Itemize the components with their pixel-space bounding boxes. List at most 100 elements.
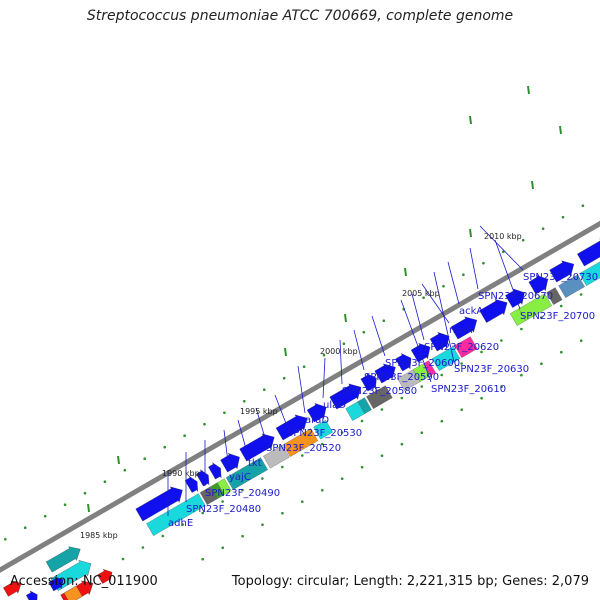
gene-label-leader	[371, 315, 386, 357]
major-tick	[117, 455, 120, 465]
gene-block	[357, 397, 372, 414]
tick-dot	[263, 388, 266, 392]
tick-dot	[380, 408, 384, 411]
tick-dot	[540, 316, 543, 319]
gene-block	[431, 346, 461, 371]
gene-label: SPN23F_20730	[523, 272, 598, 283]
tick-dot	[221, 546, 224, 549]
gene-label-leader	[433, 271, 455, 363]
tick-dot	[579, 293, 583, 296]
gene-label-leader	[400, 299, 432, 383]
tick-dot	[203, 422, 206, 426]
major-tick	[87, 503, 90, 513]
gene-arrow-forward	[208, 462, 222, 480]
gene-label: rnpA	[449, 325, 473, 336]
major-tick	[344, 313, 347, 323]
gene-label-leader	[353, 329, 365, 371]
tick-dot	[382, 319, 386, 323]
gene-label: SPN23F_20630	[454, 364, 529, 375]
gene-label: SPN23F_20700	[520, 311, 595, 322]
tick-dot	[143, 457, 146, 461]
tick-dot	[241, 488, 244, 492]
genome-summary-text: Topology: circular; Length: 2,221,315 bp…	[231, 574, 589, 589]
gene-label-leader	[421, 283, 450, 324]
tick-dot	[380, 454, 384, 458]
tick-dot	[480, 350, 483, 354]
tick-dot	[420, 431, 424, 435]
gene-label: tkt	[248, 458, 262, 469]
tick-dot	[320, 442, 324, 446]
scale-label: 2000 kbp	[320, 347, 358, 356]
gene-arrow-forward	[48, 576, 64, 592]
gene-block	[423, 360, 436, 376]
tick-dot	[261, 523, 264, 526]
tick-dot	[340, 477, 344, 481]
major-tick	[469, 228, 472, 238]
gene-arrow-forward	[450, 316, 478, 340]
scale-label: 2005 kbp	[402, 289, 440, 298]
major-tick	[404, 267, 407, 277]
tick-dot	[360, 419, 364, 423]
map-title: Streptococcus pneumoniae ATCC 700669, co…	[86, 8, 514, 24]
tick-dot	[241, 534, 244, 538]
tick-dot	[161, 534, 165, 538]
major-tick	[527, 85, 530, 95]
tick-dot	[123, 468, 127, 472]
tick-dot	[83, 491, 87, 495]
tick-dot	[163, 445, 166, 449]
gene-label: SPN23F_20580	[342, 386, 417, 397]
gene-arrow-forward	[360, 373, 377, 392]
gene-block	[146, 493, 206, 536]
genome-backbone	[0, 220, 600, 573]
accession-text: Accession: NC_011900	[10, 574, 158, 589]
gene-arrow-forward	[374, 363, 396, 384]
scale-label: 1990 kbp	[162, 469, 200, 478]
tick-dot	[460, 408, 464, 412]
gene-label: araD	[305, 415, 329, 426]
tick-dot	[560, 350, 563, 354]
tick-marks	[4, 85, 585, 561]
gene-arrow-forward	[528, 275, 549, 295]
gene-arrow-forward	[429, 332, 450, 352]
gene-label-leader	[447, 261, 460, 305]
gene-label-leader	[274, 394, 288, 427]
tick-dot	[201, 557, 204, 561]
gene-arrow-forward	[3, 580, 22, 597]
gene-label: SPN23F_20610	[431, 384, 506, 395]
tick-dot	[362, 330, 366, 334]
tick-dot	[442, 284, 445, 288]
gene-arrow-forward	[220, 453, 240, 473]
gene-block	[518, 293, 553, 321]
gene-label-leader	[469, 247, 479, 290]
tick-dot	[223, 411, 226, 415]
gene-arrow-forward	[196, 469, 210, 487]
major-tick	[531, 180, 534, 190]
gene-arrow-forward	[25, 590, 38, 600]
gene-label-leader	[411, 293, 425, 341]
gene-label: SPN23F_20530	[287, 428, 362, 439]
tick-dot	[520, 373, 523, 377]
tick-dot	[360, 465, 364, 469]
tick-dot	[561, 215, 565, 219]
gene-label: SPN23F_20600	[385, 358, 460, 369]
tick-dot	[400, 396, 404, 400]
tick-dot	[521, 238, 525, 242]
tick-dot	[559, 304, 563, 308]
tick-dot	[340, 431, 344, 434]
gene-block	[225, 457, 268, 490]
gene-label: ackA	[459, 306, 483, 317]
scale-label: 2010 kbp	[484, 232, 522, 241]
gene-label: yajC	[229, 472, 251, 483]
major-tick	[284, 347, 287, 357]
tick-dot	[221, 500, 224, 503]
tick-dot	[181, 523, 184, 526]
tick-dot	[541, 227, 545, 230]
tick-dot	[321, 488, 324, 492]
tick-dot	[282, 376, 286, 380]
tick-dot	[63, 503, 67, 507]
tick-dot	[183, 434, 186, 438]
gene-arrow-forward	[275, 414, 308, 441]
tick-dot	[23, 526, 27, 529]
tick-dot	[440, 373, 444, 377]
